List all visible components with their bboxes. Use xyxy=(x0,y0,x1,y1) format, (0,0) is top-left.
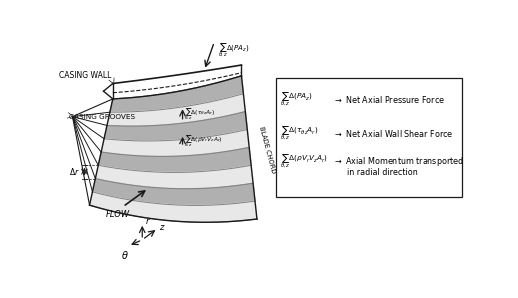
Text: $\rightarrow$ Net Axial Pressure Force: $\rightarrow$ Net Axial Pressure Force xyxy=(333,94,445,105)
Text: CASING WALL: CASING WALL xyxy=(59,72,111,80)
Text: $z$: $z$ xyxy=(160,223,166,232)
Polygon shape xyxy=(92,179,255,205)
Text: BLADE CHORD: BLADE CHORD xyxy=(258,125,277,174)
Text: in radial direction: in radial direction xyxy=(347,167,418,176)
Polygon shape xyxy=(90,192,257,222)
Text: $r$: $r$ xyxy=(145,216,150,226)
Polygon shape xyxy=(107,94,246,126)
Text: $\theta$: $\theta$ xyxy=(121,249,129,261)
Text: $\sum_{\theta,z}\Delta(PA_z)$: $\sum_{\theta,z}\Delta(PA_z)$ xyxy=(218,42,250,60)
Polygon shape xyxy=(95,165,253,189)
Text: $\sum_{\theta,z}\Delta(\rho V_r V_z A_r)$: $\sum_{\theta,z}\Delta(\rho V_r V_z A_r)… xyxy=(184,134,223,149)
Polygon shape xyxy=(104,112,247,141)
Polygon shape xyxy=(110,76,243,112)
Polygon shape xyxy=(101,130,249,156)
Text: $\sum_{\theta,z}\Delta(\tau_{\theta z}A_r)$: $\sum_{\theta,z}\Delta(\tau_{\theta z}A_… xyxy=(280,125,319,142)
Text: CASING GROOVES: CASING GROOVES xyxy=(68,114,135,119)
Text: $\rightarrow$ Axial Momentum transported: $\rightarrow$ Axial Momentum transported xyxy=(333,155,464,168)
FancyBboxPatch shape xyxy=(276,78,462,198)
Text: FLOW: FLOW xyxy=(105,210,130,219)
Text: $\sum_{\theta,z}\Delta(\rho V_r V_z A_r)$: $\sum_{\theta,z}\Delta(\rho V_r V_z A_r)… xyxy=(280,153,328,170)
Text: $\rightarrow$ Net Axial Wall Shear Force: $\rightarrow$ Net Axial Wall Shear Force xyxy=(333,128,453,139)
Text: $\sum_{\theta,z}\Delta(\tau_{\theta z}A_r)$: $\sum_{\theta,z}\Delta(\tau_{\theta z}A_… xyxy=(184,106,215,122)
Polygon shape xyxy=(98,148,251,173)
Text: $\Delta r$: $\Delta r$ xyxy=(69,166,80,177)
Text: $\sum_{\theta,z}\Delta(PA_z)$: $\sum_{\theta,z}\Delta(PA_z)$ xyxy=(280,91,313,108)
